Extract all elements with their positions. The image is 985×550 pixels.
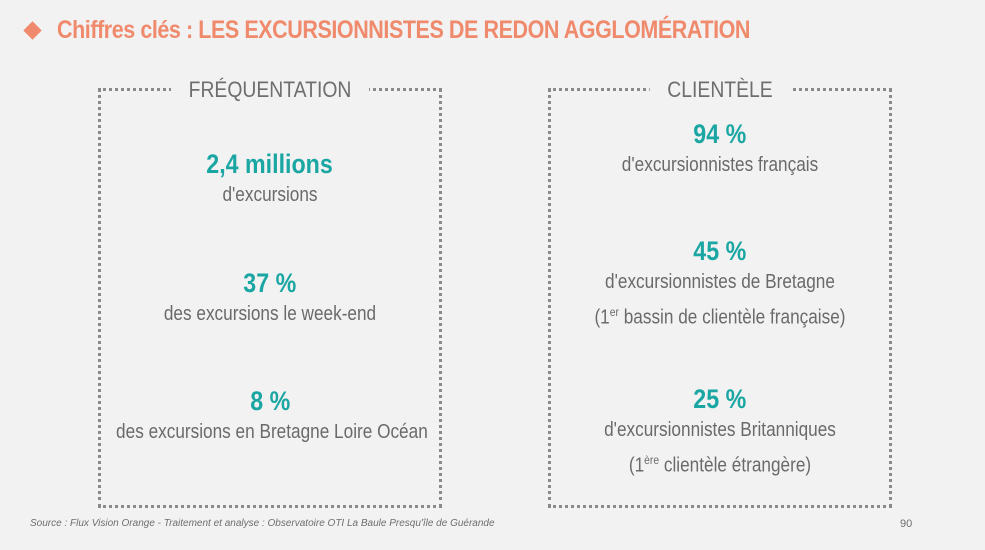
diamond-icon bbox=[23, 21, 42, 40]
stat-note: (1ère clientèle étrangère) bbox=[628, 453, 812, 477]
stat-desc: des excursions en Bretagne Loire Océan bbox=[116, 421, 428, 443]
stat-francais: 94 % d'excursionnistes français bbox=[541, 119, 899, 180]
stat-value: 2,4 millions bbox=[206, 149, 334, 179]
title-bar: Chiffres clés : LES EXCURSIONNISTES DE R… bbox=[22, 16, 863, 45]
clientele-label: CLIENTÈLE bbox=[649, 77, 791, 103]
stat-desc: d'excursionnistes français bbox=[621, 154, 819, 176]
stat-value: 37 % bbox=[243, 268, 297, 298]
stat-bretagne-loire-ocean: 8 % des excursions en Bretagne Loire Océ… bbox=[91, 386, 449, 447]
stat-note: (1er bassin de clientèle française) bbox=[594, 305, 846, 329]
stat-desc: d'excursionnistes de Bretagne bbox=[605, 271, 835, 293]
stat-excursions: 2,4 millions d'excursions bbox=[91, 149, 449, 210]
source-footnote: Source : Flux Vision Orange - Traitement… bbox=[30, 518, 495, 529]
stat-weekend: 37 % des excursions le week-end bbox=[91, 268, 449, 329]
page-title: Chiffres clés : LES EXCURSIONNISTES DE R… bbox=[57, 16, 751, 44]
stat-britanniques: 25 % d'excursionnistes Britanniques (1èr… bbox=[541, 384, 899, 481]
stat-value: 94 % bbox=[693, 119, 747, 149]
stat-desc: des excursions le week-end bbox=[163, 303, 377, 325]
stat-desc: d'excursions bbox=[222, 184, 318, 206]
stat-value: 8 % bbox=[249, 386, 291, 416]
stat-desc: d'excursionnistes Britanniques bbox=[604, 419, 836, 441]
clientele-panel: CLIENTÈLE 94 % d'excursionnistes françai… bbox=[548, 77, 892, 508]
page-number: 90 bbox=[900, 518, 913, 530]
stat-value: 45 % bbox=[693, 236, 747, 266]
frequentation-label: FRÉQUENTATION bbox=[171, 77, 369, 103]
stat-value: 25 % bbox=[693, 384, 747, 414]
stat-bretagne: 45 % d'excursionnistes de Bretagne (1er … bbox=[541, 236, 899, 333]
frequentation-panel: FRÉQUENTATION 2,4 millions d'excursions … bbox=[98, 77, 442, 508]
